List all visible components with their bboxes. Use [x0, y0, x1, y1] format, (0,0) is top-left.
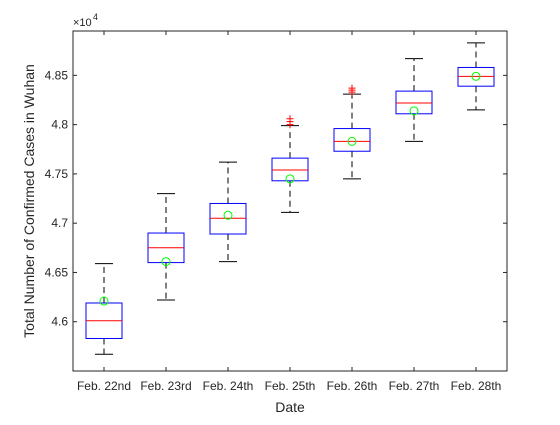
box-group [457, 42, 495, 111]
y-axis-label: Total Number of Confirmed Cases in Wuhan [21, 64, 37, 338]
box-group [271, 115, 309, 213]
box-group [395, 58, 433, 142]
outlier-marker [348, 84, 356, 92]
x-tick-label: Feb. 27th [389, 379, 440, 393]
mean-marker [409, 106, 419, 116]
y-tick-label: 4.85 [45, 68, 69, 82]
mean-marker [471, 71, 481, 81]
x-tick-label: Feb. 26th [327, 379, 378, 393]
box-iqr [333, 128, 371, 152]
mean-marker [285, 174, 295, 184]
y-tick-label: 4.65 [45, 265, 69, 279]
mean-marker [99, 296, 109, 306]
x-tick-label: Feb. 25th [265, 379, 316, 393]
y-tick-label: 4.7 [51, 216, 68, 230]
x-tick-label: Feb. 28th [451, 379, 502, 393]
outlier-marker [286, 115, 294, 123]
box-group [147, 193, 185, 301]
mean-marker [347, 136, 357, 146]
boxes-layer [85, 42, 495, 355]
box-group [209, 161, 247, 263]
box-group [85, 263, 123, 355]
y-exponent-power: 4 [93, 12, 98, 22]
x-axis-label: Date [275, 399, 305, 415]
x-tick-label: Feb. 23rd [140, 379, 191, 393]
box-group [333, 84, 371, 180]
x-tick-label: Feb. 22nd [77, 379, 131, 393]
y-exponent-base: ×10 [73, 17, 92, 29]
mean-marker [161, 257, 171, 267]
y-tick-label: 4.6 [51, 315, 68, 329]
mean-marker [223, 210, 233, 220]
y-tick-label: 4.8 [51, 118, 68, 132]
ticks-layer: Feb. 22nd Feb. 23rd Feb. 24th Feb. 25th Feb.… [45, 31, 507, 393]
x-tick-label: Feb. 24th [203, 379, 254, 393]
y-tick-label: 4.75 [45, 167, 69, 181]
y-exponent-label: ×10 4 [73, 12, 98, 29]
